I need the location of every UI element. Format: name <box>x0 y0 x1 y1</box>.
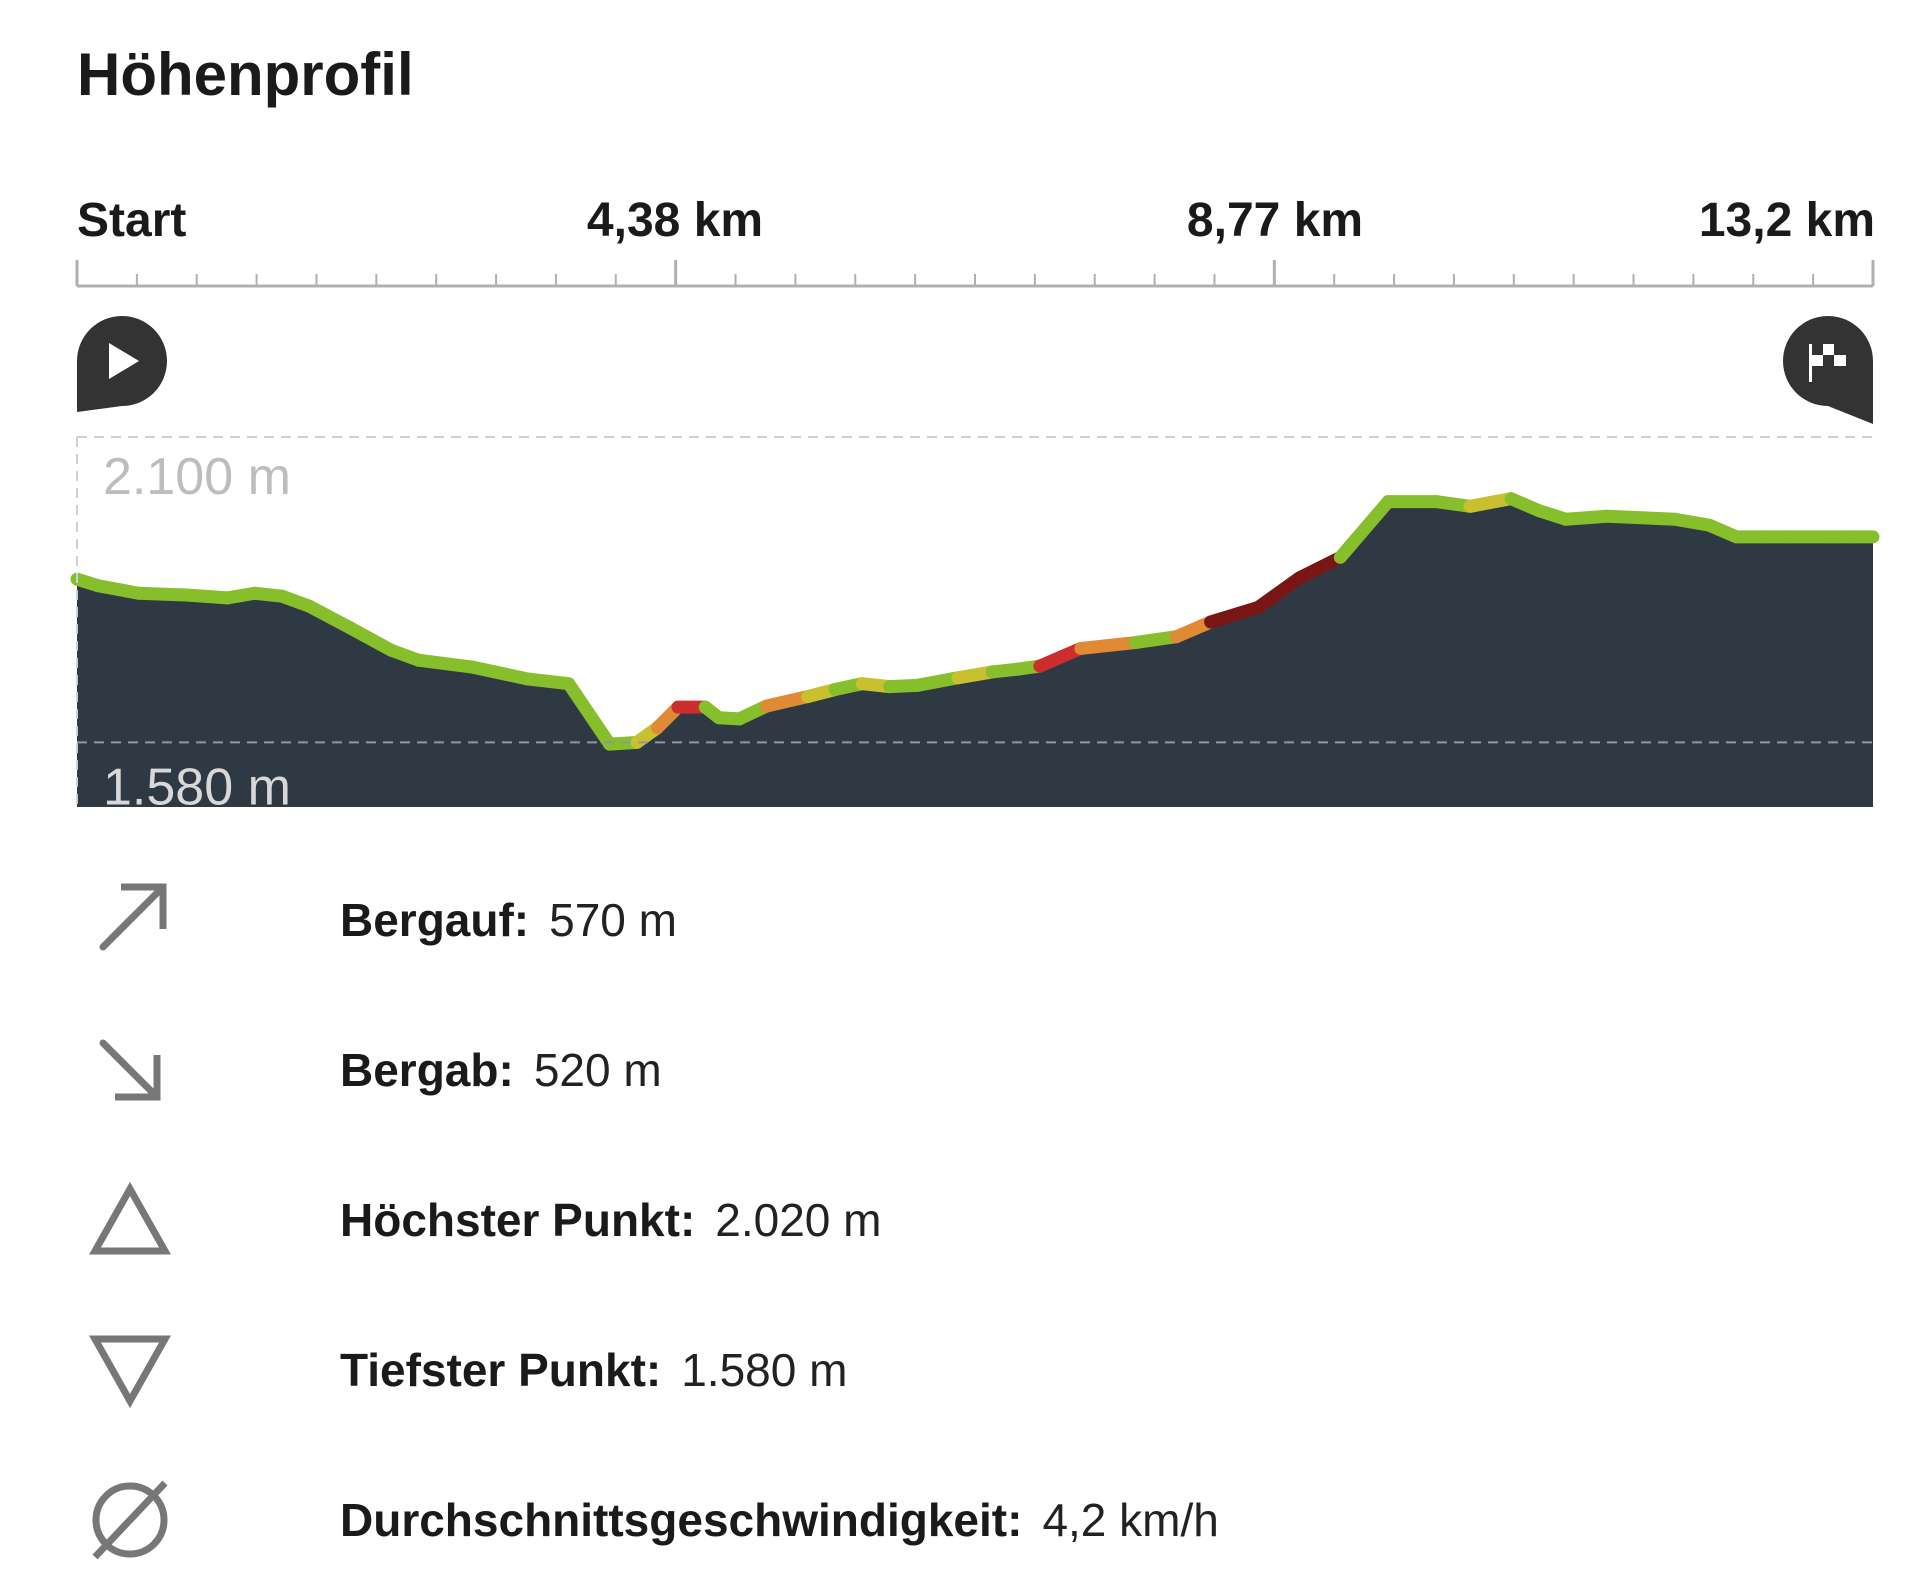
stat-highest-label: Höchster Punkt: <box>340 1194 696 1246</box>
x-tick-label-2: 8,77 km <box>1186 194 1364 247</box>
triangle-down-icon <box>89 1335 171 1409</box>
slope-segment <box>90 579 145 600</box>
page-title: Höhenprofil <box>77 41 414 108</box>
x-tick-label-1: 4,38 km <box>586 194 764 247</box>
slope-segment <box>466 660 535 686</box>
arrow-down-right-icon <box>99 1039 161 1101</box>
slope-line <box>70 492 1880 751</box>
stat-ascent-value: 570 m <box>549 894 677 946</box>
slope-segment <box>1559 509 1614 526</box>
stat-lowest-label: Tiefster Punkt: <box>340 1344 662 1396</box>
slope-segment <box>1600 509 1655 525</box>
slope-segment <box>910 671 965 692</box>
stat-descent: Bergab: 520 m <box>0 1025 1920 1115</box>
slope-segment <box>179 588 234 605</box>
start-marker[interactable] <box>77 316 167 412</box>
slope-segment <box>1292 550 1347 585</box>
slope-segment <box>411 653 480 674</box>
stat-highest-value: 2.020 m <box>715 1194 882 1246</box>
slope-segment <box>1074 636 1142 655</box>
distance-axis <box>75 260 1875 288</box>
y-label-max: 2.100 m <box>103 448 291 506</box>
slope-segment <box>1251 571 1306 614</box>
slope-segment <box>1128 630 1183 650</box>
finish-marker[interactable] <box>1783 316 1873 424</box>
slope-segment <box>1333 495 1395 564</box>
slope-segment <box>1033 641 1088 673</box>
flag-icon <box>1809 344 1846 382</box>
stat-lowest-value: 1.580 m <box>681 1344 848 1396</box>
slope-segment <box>521 672 576 691</box>
stat-average-speed-value: 4,2 km/h <box>1042 1494 1219 1546</box>
slope-segment <box>1204 600 1265 629</box>
stat-descent-value: 520 m <box>533 1044 662 1096</box>
arrow-up-right-icon <box>99 883 167 951</box>
elevation-chart[interactable]: 2.100 m 1.580 m <box>0 0 1920 830</box>
slope-segment <box>760 690 815 713</box>
stat-descent-label: Bergab: <box>340 1044 514 1096</box>
average-icon <box>92 1480 168 1560</box>
y-label-min: 1.580 m <box>103 758 291 816</box>
x-tick-label-start: Start <box>77 194 187 247</box>
elevation-area <box>77 498 1873 807</box>
stat-lowest: Tiefster Punkt: 1.580 m <box>0 1325 1920 1415</box>
slope-segment <box>343 621 398 657</box>
play-icon <box>109 343 139 379</box>
slope-segment <box>302 599 357 635</box>
slope-segment <box>131 586 193 602</box>
stat-average-speed-label: Durchschnittsgeschwindigkeit: <box>340 1494 1023 1546</box>
stat-ascent-label: Bergauf: <box>340 894 530 946</box>
finish-marker-pin <box>1783 316 1873 424</box>
x-tick-label-end: 13,2 km <box>1698 194 1875 247</box>
stat-ascent: Bergauf: 570 m <box>0 875 1920 965</box>
stat-average-speed: Durchschnittsgeschwindigkeit: 4,2 km/h <box>0 1475 1920 1565</box>
stat-highest: Höchster Punkt: 2.020 m <box>0 1175 1920 1265</box>
triangle-up-icon <box>89 1181 171 1255</box>
slope-segment <box>562 677 617 751</box>
slope-segment <box>1463 492 1518 513</box>
